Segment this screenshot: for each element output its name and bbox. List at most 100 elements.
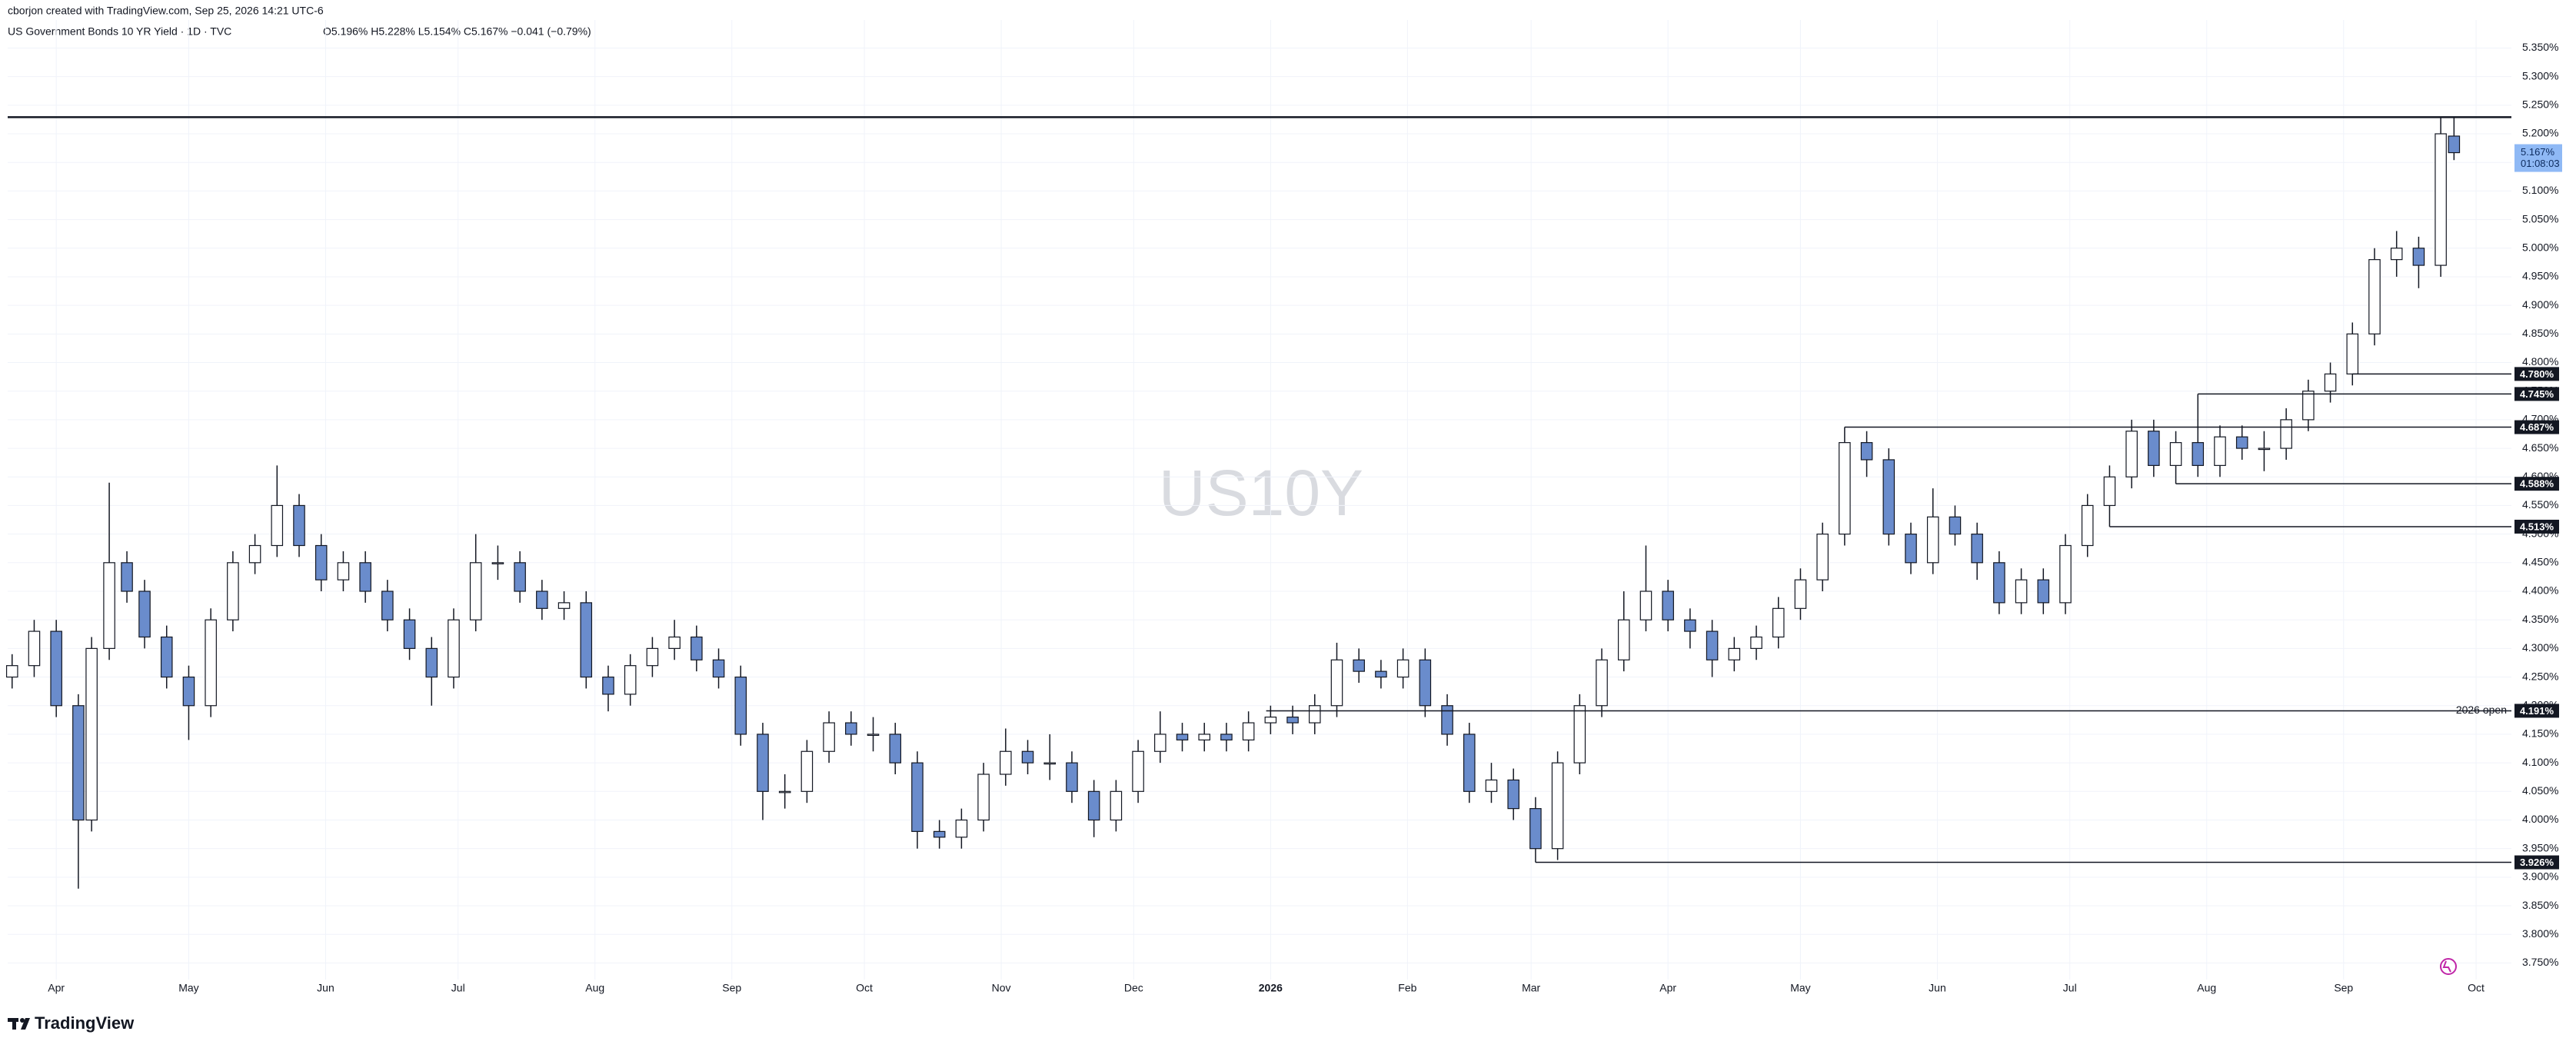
y-tick-label: 4.250% bbox=[2522, 670, 2558, 682]
candle-body bbox=[2280, 419, 2292, 449]
candle-body bbox=[337, 562, 350, 581]
candle-body bbox=[5, 665, 18, 678]
candle-body bbox=[1043, 762, 1057, 765]
candle-body bbox=[359, 562, 371, 592]
candle-body bbox=[911, 762, 924, 832]
x-tick-label: 2026 bbox=[1259, 982, 1283, 994]
candle-body bbox=[381, 591, 394, 620]
candle-body bbox=[448, 619, 460, 678]
candle-body bbox=[205, 619, 217, 707]
last-price-label: 5.167% bbox=[2521, 146, 2555, 158]
y-tick-label: 5.200% bbox=[2522, 127, 2558, 139]
candle-body bbox=[103, 562, 115, 649]
candle-body bbox=[1110, 790, 1123, 821]
candle-body bbox=[668, 636, 681, 649]
candle-body bbox=[1551, 762, 1564, 850]
y-tick-label: 4.950% bbox=[2522, 270, 2558, 282]
candle-body bbox=[160, 636, 173, 678]
candle-body bbox=[977, 774, 990, 821]
x-tick-label: Aug bbox=[2197, 982, 2216, 994]
logo-part bbox=[20, 1018, 25, 1023]
candle-body bbox=[2169, 442, 2182, 466]
level-label-bg bbox=[2514, 477, 2559, 491]
x-tick-label: Jun bbox=[317, 982, 334, 994]
x-tick-label: Jul bbox=[2063, 982, 2077, 994]
y-tick-label: 3.950% bbox=[2522, 841, 2558, 853]
candle-body bbox=[2324, 373, 2337, 392]
x-tick-label: Aug bbox=[585, 982, 604, 994]
candle-body bbox=[1485, 779, 1498, 792]
y-tick-label: 4.400% bbox=[2522, 584, 2558, 597]
level-label-bg bbox=[2514, 519, 2559, 534]
candle-body bbox=[1419, 659, 1432, 707]
candle-body bbox=[800, 750, 814, 792]
y-tick-label: 3.900% bbox=[2522, 870, 2558, 883]
candle-body bbox=[1596, 659, 1608, 707]
candle-body bbox=[1220, 734, 1233, 740]
y-tick-label: 4.850% bbox=[2522, 327, 2558, 339]
candle-body bbox=[85, 647, 98, 821]
candle-body bbox=[271, 504, 284, 547]
candle-body bbox=[1617, 619, 1630, 660]
candle-body bbox=[1353, 659, 1365, 672]
y-tick-label: 3.850% bbox=[2522, 899, 2558, 911]
candle-body bbox=[2368, 259, 2381, 334]
candle-body bbox=[1706, 630, 1719, 660]
level-label: 4.513% bbox=[2520, 521, 2554, 532]
y-tick-label: 4.000% bbox=[2522, 813, 2558, 825]
candle-body bbox=[425, 647, 438, 678]
y-tick-label: 5.250% bbox=[2522, 98, 2558, 111]
candle-body bbox=[757, 734, 769, 792]
candle-body bbox=[1728, 647, 1741, 660]
candle-body bbox=[182, 676, 195, 707]
candle-body bbox=[1021, 750, 1034, 764]
candle-body bbox=[28, 630, 41, 667]
candle-body bbox=[1750, 636, 1762, 649]
credit: cborjon created with TradingView.com, Se… bbox=[8, 5, 324, 17]
candle-body bbox=[2435, 133, 2447, 266]
candle-body bbox=[1993, 562, 2005, 604]
candle-body bbox=[1639, 591, 1652, 620]
candle-body bbox=[1860, 442, 1873, 461]
y-tick-label: 4.450% bbox=[2522, 556, 2558, 568]
level-label: 4.745% bbox=[2520, 388, 2554, 400]
candle-body bbox=[1507, 779, 1519, 810]
x-tick-label: Apr bbox=[1659, 982, 1676, 994]
level-label: 4.780% bbox=[2520, 368, 2554, 380]
candle-body bbox=[315, 544, 328, 581]
y-tick-label: 4.350% bbox=[2522, 613, 2558, 625]
symbol-info: US Government Bonds 10 YR Yield · 1D · T… bbox=[8, 25, 231, 38]
candle-body bbox=[2302, 391, 2315, 421]
y-tick-label: 4.650% bbox=[2522, 441, 2558, 454]
candle-body bbox=[580, 602, 593, 678]
x-tick-label: Sep bbox=[722, 982, 741, 994]
candle-body bbox=[2081, 504, 2094, 547]
candle-body bbox=[2214, 436, 2226, 466]
candle-body bbox=[514, 562, 526, 592]
candle-body bbox=[889, 734, 902, 764]
candle-body bbox=[867, 734, 880, 737]
y-tick-label: 4.100% bbox=[2522, 756, 2558, 768]
candle-body bbox=[1132, 750, 1144, 792]
logo-part bbox=[12, 1018, 16, 1030]
candle-body bbox=[955, 819, 968, 838]
candle-body bbox=[1839, 442, 1851, 535]
x-tick-label: May bbox=[1790, 982, 1810, 994]
candle-body bbox=[2015, 579, 2028, 604]
candle-body bbox=[1684, 619, 1696, 632]
level-label-bg bbox=[2514, 855, 2559, 870]
ohlc-legend: O5.196% H5.228% L5.154% C5.167% −0.041 (… bbox=[323, 25, 591, 38]
candle-body bbox=[1330, 659, 1343, 707]
brand: TradingView bbox=[35, 1013, 135, 1033]
candle-body bbox=[691, 636, 703, 660]
candle-body bbox=[491, 562, 504, 564]
plot: Apr May Jun Jul Aug Sep Oct Nov Dec 2026 Feb Mar Apr… bbox=[5, 20, 2562, 994]
x-tick-label: Feb bbox=[1398, 982, 1416, 994]
candle-body bbox=[2148, 431, 2160, 466]
alert-icon[interactable] bbox=[2440, 958, 2457, 975]
level-label-bg bbox=[2514, 387, 2559, 401]
last-price-bg bbox=[2514, 144, 2562, 172]
candle-body bbox=[1176, 734, 1189, 740]
